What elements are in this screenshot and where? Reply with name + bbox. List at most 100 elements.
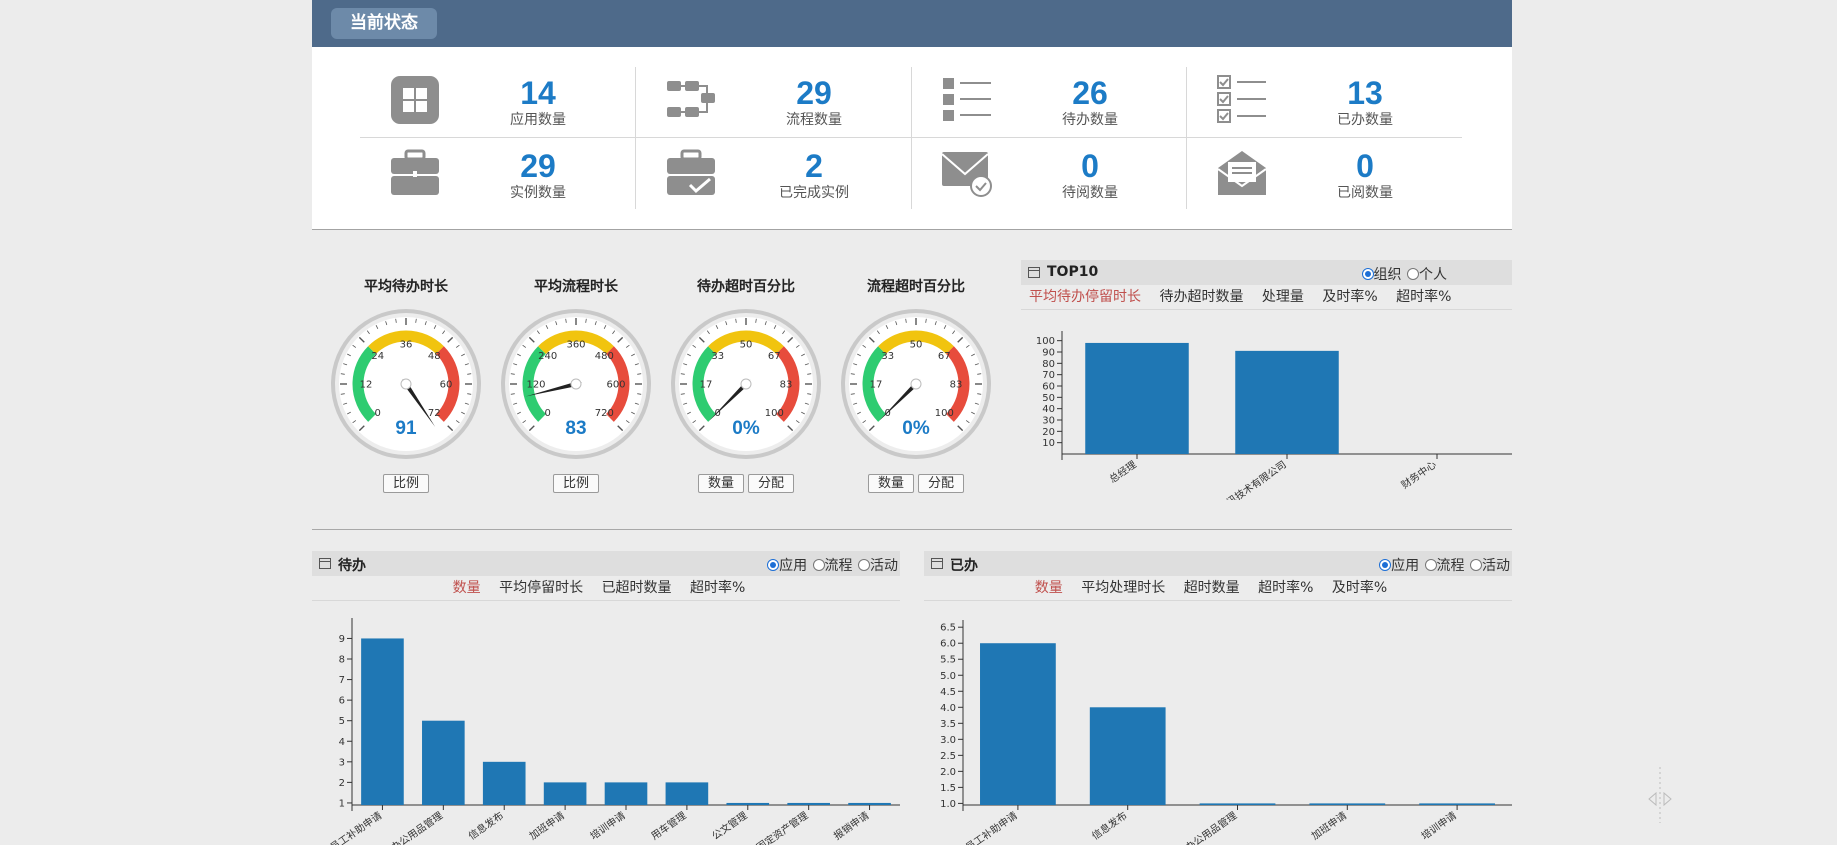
radio-activity[interactable]: 活动 [858, 555, 898, 575]
y-tick-label: 3.0 [940, 735, 956, 746]
radio-person[interactable]: 个人 [1407, 264, 1447, 284]
gauge-tick [764, 321, 767, 326]
split-handle[interactable] [1645, 765, 1675, 825]
tab-overdue-count[interactable]: 已超时数量 [601, 580, 672, 596]
tab-ontime-rate[interactable]: 及时率% [1322, 289, 1378, 305]
gauge-tick [715, 325, 719, 329]
gauge-tick [415, 318, 417, 323]
gauge-tick [555, 321, 558, 326]
radio-activity[interactable]: 活动 [1470, 555, 1510, 575]
gauge-tick [857, 411, 861, 415]
stat-label: 已办数量 [1337, 112, 1393, 128]
assign-button[interactable]: 分配 [918, 474, 965, 493]
gauge-tick [804, 402, 809, 405]
y-tick-label: 2.0 [940, 767, 956, 778]
gauge-tick [631, 411, 635, 415]
gauge-tick [850, 393, 855, 395]
y-tick-label: 60 [1042, 382, 1055, 393]
radio-process[interactable]: 流程 [1424, 555, 1465, 575]
gauge-tick [977, 373, 982, 375]
tab-avg-stay[interactable]: 平均停留时长 [499, 580, 584, 596]
gauge-tick [343, 402, 348, 405]
radio-dot[interactable] [1470, 559, 1482, 571]
radio-dot[interactable] [1379, 559, 1392, 571]
tab-overtime-rate[interactable]: 超时率% [1396, 289, 1452, 305]
count-button[interactable]: 数量 [697, 474, 744, 493]
stat-label: 实例数量 [510, 185, 566, 201]
gauge-band-red [775, 346, 800, 422]
gauge-tick [680, 393, 685, 395]
assign-button[interactable]: 分配 [748, 474, 795, 493]
y-tick-label: 90 [1042, 348, 1055, 359]
tab-count[interactable]: 数量 [452, 580, 481, 596]
y-tick-label: 2.5 [940, 751, 956, 762]
radio-dot[interactable] [1361, 268, 1374, 280]
gauge-tick [971, 353, 975, 357]
mail-open-icon [1217, 151, 1267, 195]
tab-overtime-rate[interactable]: 超时率% [690, 580, 746, 596]
gauge-tick-label: 12 [360, 380, 373, 391]
stat-label: 已完成实例 [779, 185, 849, 201]
gauge-tick-label: 50 [910, 340, 923, 351]
stat-value: 13 [1347, 75, 1383, 111]
gauge-tick-label: 33 [711, 351, 724, 362]
gauge-band-red [945, 346, 970, 422]
panel-title: 待办 [338, 558, 366, 574]
radio-dot[interactable] [1407, 268, 1419, 280]
radio-app[interactable]: 应用 [1379, 555, 1419, 575]
radio-app[interactable]: 应用 [767, 555, 807, 575]
gauge-tick [692, 420, 697, 424]
gauge-tick [366, 330, 370, 335]
gauge-tick-label: 0 [885, 408, 891, 419]
stats-panel: 14 应用数量 29 流程数量 26 待办数量 [312, 47, 1512, 230]
bar [543, 782, 587, 805]
gauge-band-green [522, 346, 547, 422]
gauge-tick [395, 318, 397, 323]
y-tick-label: 5 [339, 716, 345, 727]
tab-avg-handle-time[interactable]: 平均处理时长 [1081, 580, 1166, 596]
gauge-tick [617, 425, 624, 432]
gauge-value: 0% [902, 418, 930, 439]
y-tick-label: 4 [339, 737, 345, 748]
stat-value: 26 [1072, 75, 1108, 111]
radio-label: 应用 [779, 558, 808, 574]
radio-process[interactable]: 流程 [812, 555, 853, 575]
gauge-tick [585, 318, 587, 323]
radio-dot[interactable] [858, 559, 870, 571]
radio-org[interactable]: 组织 [1361, 264, 1402, 284]
split-arrows-icon[interactable] [1645, 765, 1675, 825]
gauge-band-yellow [538, 330, 614, 355]
count-button[interactable]: 数量 [867, 474, 914, 493]
gauge-tick-label: 360 [566, 340, 585, 351]
briefcase-check-icon [667, 149, 715, 195]
tab-overtime-rate[interactable]: 超时率% [1258, 580, 1314, 596]
todo-radio-group: 应用 流程 活动 [766, 555, 898, 575]
briefcase-icon [391, 149, 439, 195]
radio-dot[interactable] [1424, 559, 1437, 571]
radio-dot[interactable] [767, 559, 780, 571]
bar [1089, 707, 1166, 805]
tab-ontime-rate[interactable]: 及时率% [1331, 580, 1388, 596]
gauge-tick [850, 373, 855, 375]
radio-dot[interactable] [812, 559, 825, 571]
gauge-tick [853, 363, 858, 366]
ratio-button[interactable]: 比例 [552, 474, 599, 493]
tab-todo-overtime-count[interactable]: 待办超时数量 [1159, 289, 1244, 305]
ratio-button[interactable]: 比例 [382, 474, 429, 493]
bar [1419, 803, 1495, 805]
tab-avg-todo-stay[interactable]: 平均待办停留时长 [1029, 289, 1141, 305]
gauge-tick [943, 325, 947, 329]
gauge-tick-label: 100 [935, 408, 954, 419]
gauge-tick [683, 363, 688, 366]
tab-throughput[interactable]: 处理量 [1261, 289, 1304, 305]
tab-count[interactable]: 数量 [1034, 580, 1063, 596]
y-tick-label: 1 [339, 798, 345, 809]
y-tick-label: 4.0 [940, 703, 956, 714]
tab-overtime-count[interactable]: 超时数量 [1183, 580, 1240, 596]
top10-panel-header: TOP10 组织 个人 [1021, 260, 1512, 285]
radio-label: 应用 [1391, 558, 1420, 574]
gauge-tick [528, 425, 535, 432]
gauge-tick-label: 240 [538, 351, 557, 362]
gauge-tick [725, 321, 728, 326]
x-tick-label: 培训申请 [587, 809, 627, 843]
